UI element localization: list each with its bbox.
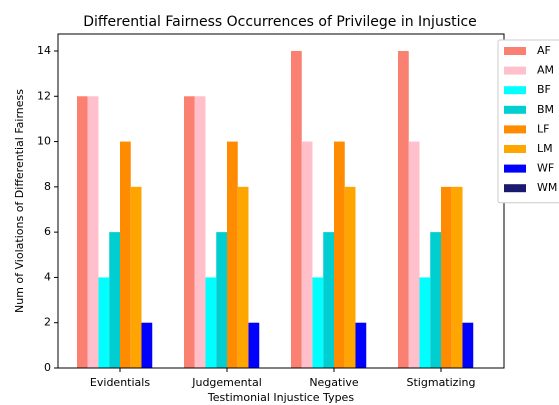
y-tick-label: 14 [37,44,51,57]
legend-swatch [504,86,526,95]
y-tick-label: 10 [37,135,51,148]
legend-box [497,39,559,204]
x-tick-label: Stigmatizing [407,376,476,389]
legend-swatch [504,164,526,173]
y-tick-label: 8 [44,180,51,193]
bar [141,322,153,368]
bar [109,232,120,368]
chart-title: Differential Fairness Occurrences of Pri… [83,14,477,30]
y-axis-label: Num of Violations of Differential Fairne… [13,89,26,313]
bar [77,96,88,369]
bar [98,277,110,368]
legend-label: WF [537,162,554,175]
y-tick-label: 0 [44,361,51,374]
bar [312,277,324,368]
bar [419,277,431,368]
bar [237,186,249,368]
bar [248,322,260,368]
bar [355,322,367,368]
legend-swatch [504,66,526,75]
x-axis-label: Testimonial Injustice Types [207,391,354,404]
y-tick-label: 12 [37,89,51,102]
bar [441,186,452,368]
legend-label: WM [537,181,557,194]
y-tick-label: 6 [44,225,51,238]
legend-label: LF [537,122,549,135]
legend-label: BM [537,103,554,116]
bar [130,186,142,368]
bar [216,232,227,368]
bar [344,186,356,368]
bar [87,96,99,369]
legend-swatch [504,145,526,153]
bar [301,141,313,368]
legend-label: LM [537,142,553,155]
legend-label: AF [537,44,551,57]
bar [194,96,206,369]
bar [334,141,345,368]
x-tick-label: Judgemental [191,376,262,389]
legend-swatch [504,105,526,114]
bar [227,141,238,368]
legend-swatch [504,125,526,134]
bar [398,50,409,368]
bar [451,186,463,368]
bar [184,96,195,369]
bar [291,50,302,368]
legend-swatch [504,184,526,193]
bar [323,232,334,368]
bar [430,232,441,368]
bar [120,141,131,368]
legend-label: AM [537,64,554,77]
bar [205,277,217,368]
x-tick-label: Negative [309,376,359,389]
x-tick-label: Evidentials [90,376,150,389]
legend-label: BF [537,83,551,96]
bar [462,322,474,368]
y-tick-label: 2 [44,316,51,329]
legend-swatch [504,47,526,55]
bar [408,141,420,368]
y-tick-label: 4 [44,270,51,283]
